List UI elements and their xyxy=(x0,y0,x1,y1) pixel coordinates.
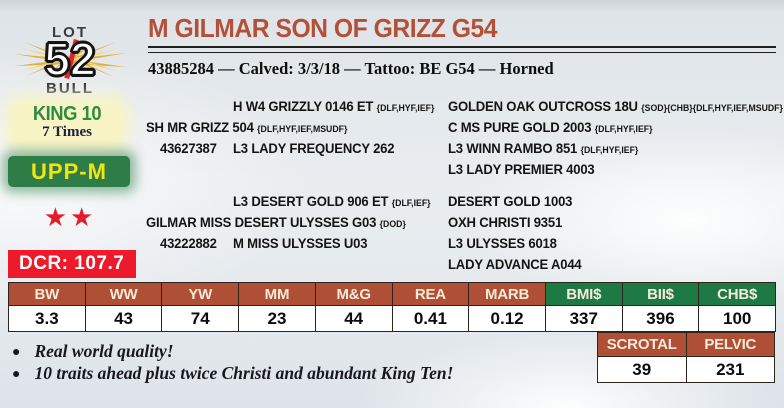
epd-header-bw: BW xyxy=(9,283,85,306)
epd-column-bw: BW 3.3 xyxy=(9,283,86,331)
epd-header-mg: M&G xyxy=(315,283,392,306)
pelvic-header: PELVIC xyxy=(686,333,774,357)
pelvic-value: 231 xyxy=(686,357,774,382)
epd-column-mm: MM 23 xyxy=(239,283,316,331)
sire-registration-number: 43627387 xyxy=(160,141,217,156)
epd-value-bii: 396 xyxy=(622,306,699,331)
king-10-times: 7 Times xyxy=(42,124,92,140)
sire-ancestor-4: L3 LADY PREMIER 4003 xyxy=(448,162,595,177)
registration-line: 43885284 — Calved: 3/3/18 — Tattoo: BE G… xyxy=(148,59,554,78)
epd-column-chb: CHB$ 100 xyxy=(699,283,776,331)
epd-header-marb: MARB xyxy=(469,283,545,306)
epd-header-bii: BII$ xyxy=(622,283,699,306)
scrotal-value: 39 xyxy=(598,357,686,382)
double-rule-divider xyxy=(148,46,776,53)
bullet-icon: ● xyxy=(12,365,21,381)
dam-ancestor-1: DESERT GOLD 1003 xyxy=(448,194,573,209)
epd-column-yw: YW 74 xyxy=(162,283,240,331)
epd-value-rea: 0.41 xyxy=(392,306,469,331)
epd-value-bw: 3.3 xyxy=(9,306,85,331)
epd-value-chb: 100 xyxy=(699,306,776,331)
epd-value-yw: 74 xyxy=(162,306,239,331)
epd-value-bmi: 337 xyxy=(545,306,622,331)
sire-name: SH MR GRIZZ 504 {DLF,HYF,IEF,MSUDF} xyxy=(146,120,348,135)
dam-ancestor-3: L3 ULYSSES 6018 xyxy=(448,236,557,251)
measurements-table: SCROTAL 39 PELVIC 231 xyxy=(597,332,775,383)
epd-value-marb: 0.12 xyxy=(469,306,545,331)
epd-column-mg: M&G 44 xyxy=(315,283,393,331)
scrotal-header: SCROTAL xyxy=(598,333,686,357)
lot-number: 52 xyxy=(43,32,96,86)
epd-header-rea: REA xyxy=(392,283,469,306)
sire-ancestor-1: GOLDEN OAK OUTCROSS 18U {SOD}{CHB}{DLF,H… xyxy=(448,99,783,114)
epd-header-yw: YW xyxy=(162,283,239,306)
bullet-icon: ● xyxy=(12,343,21,359)
sire-ancestor-2: C MS PURE GOLD 2003 {DLF,HYF,IEF} xyxy=(448,120,653,135)
sire-grandsire: H W4 GRIZZLY 0146 ET {DLF,HYF,IEF} xyxy=(233,99,435,114)
dam-granddam: M MISS ULYSSES U03 xyxy=(233,236,368,251)
lot-type-label: BULL xyxy=(46,80,94,97)
epd-header-mm: MM xyxy=(239,283,315,306)
sire-ancestor-3: L3 WINN RAMBO 851 {DLF,HYF,IEF} xyxy=(448,141,639,156)
two-stars-icon: ★★ xyxy=(43,202,97,232)
animal-name-title: M GILMAR SON OF GRIZZ G54 xyxy=(148,13,498,43)
epd-column-marb: MARB 0.12 xyxy=(469,283,546,331)
epd-header-bmi: BMI$ xyxy=(545,283,622,306)
king-10-badge: KING 10 7 Times xyxy=(13,103,121,145)
note-bullet-2: ● 10 traits ahead plus twice Christi and … xyxy=(12,363,454,383)
upp-m-badge: UPP-M xyxy=(8,156,130,187)
epd-column-ww: WW 43 xyxy=(85,283,163,331)
epd-column-bii: BII$ 396 xyxy=(622,283,700,331)
epd-value-mm: 23 xyxy=(239,306,315,331)
epd-header-ww: WW xyxy=(85,283,162,306)
dam-registration-number: 43222882 xyxy=(160,236,217,251)
lot-label: LOT xyxy=(52,24,88,41)
starburst-icon xyxy=(14,40,126,78)
epd-value-mg: 44 xyxy=(315,306,392,331)
dam-name: GILMAR MISS DESERT ULYSSES G03 {DOD} xyxy=(146,215,406,230)
epd-column-rea: REA 0.41 xyxy=(392,283,470,331)
dam-ancestor-2: OXH CHRISTI 9351 xyxy=(448,215,563,230)
sire-granddam: L3 LADY FREQUENCY 262 xyxy=(233,141,395,156)
dam-ancestor-4: LADY ADVANCE A044 xyxy=(448,257,582,272)
king-10-title: KING 10 xyxy=(32,103,102,125)
scrotal-column: SCROTAL 39 xyxy=(598,333,687,382)
note-bullet-1: ● Real world quality! xyxy=(12,341,174,361)
pelvic-column: PELVIC 231 xyxy=(686,333,774,382)
epd-column-bmi: BMI$ 337 xyxy=(545,283,623,331)
dcr-badge: DCR: 107.7 xyxy=(8,250,136,278)
epd-table: BW 3.3 WW 43 YW 74 MM 23 M&G 44 REA 0.41… xyxy=(8,282,776,332)
dam-grandsire: L3 DESERT GOLD 906 ET {DLF,IEF} xyxy=(233,194,431,209)
epd-header-chb: CHB$ xyxy=(699,283,776,306)
epd-value-ww: 43 xyxy=(85,306,162,331)
